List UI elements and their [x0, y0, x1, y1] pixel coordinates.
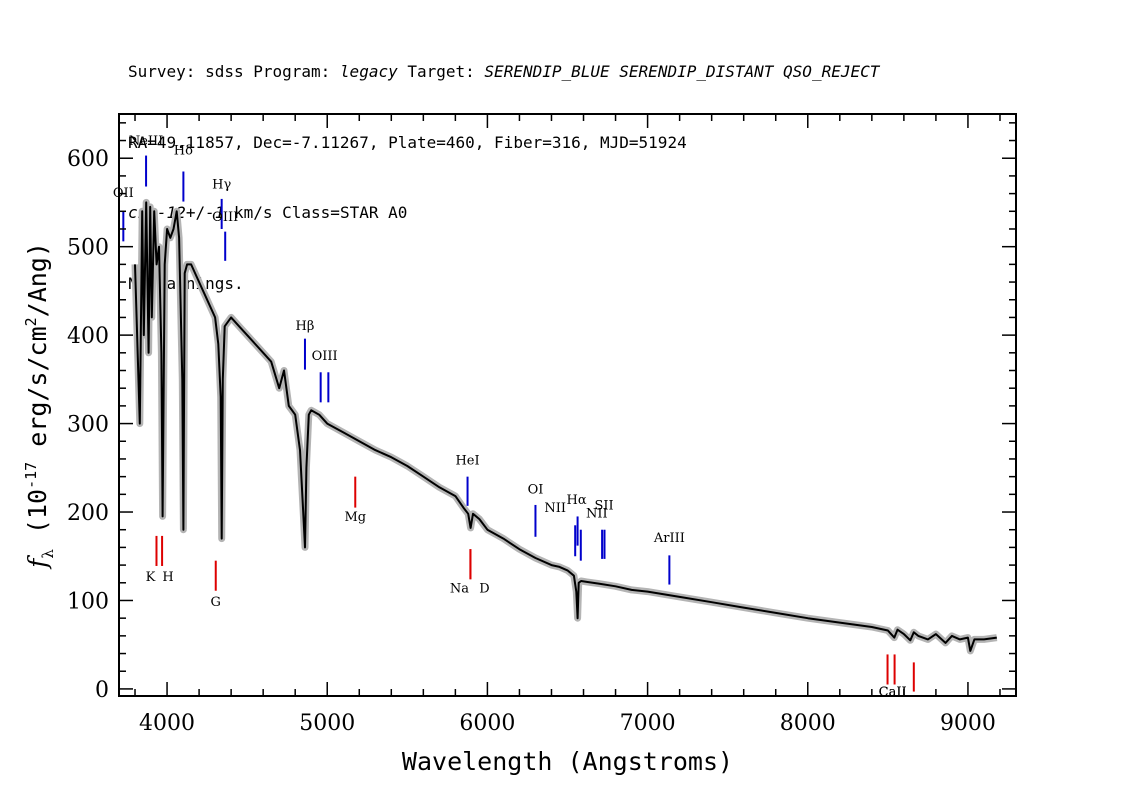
x-tick-label: 5000 [299, 711, 355, 736]
y-axis-subscript: λ [39, 549, 57, 559]
emission-label-hei-8: HeI [455, 453, 479, 468]
y-tick-label: 300 [67, 413, 109, 438]
y-axis-units-a: (10 [23, 489, 52, 549]
y-tick-label: 100 [67, 589, 109, 614]
emission-label-oiii-6: OIII [312, 349, 338, 364]
y-axis-units-c: /Ang) [23, 242, 52, 317]
emission-label-neiii-1: NeIII [129, 134, 163, 149]
x-axis-title: Wavelength (Angstroms) [402, 747, 733, 776]
x-tick-label: 6000 [459, 711, 515, 736]
x-tick-label: 8000 [780, 711, 836, 736]
x-tick-label: 7000 [620, 711, 676, 736]
x-tick-label: 4000 [139, 711, 195, 736]
emission-label-hα-11: Hα [567, 493, 587, 508]
y-axis-exponent: -17 [22, 462, 40, 489]
absorption-label-k-0: K [146, 570, 156, 585]
emission-label-nii-10: NII [544, 501, 566, 516]
y-axis-title: fλ (10-17 erg/s/cm2/Ang) [22, 242, 57, 570]
y-tick-label: 0 [95, 678, 109, 703]
y-axis-square: 2 [22, 317, 40, 326]
y-axis-title-text: fλ (10-17 erg/s/cm2/Ang) [22, 242, 57, 570]
emission-label-nii-12: NII [586, 506, 608, 521]
spectrum-header: Survey: sdss Program: legacy Target: SER… [128, 13, 879, 319]
emission-label-hδ-2: Hδ [174, 144, 193, 159]
spectrum-line [134, 201, 997, 652]
emission-label-hγ-3: Hγ [212, 177, 231, 192]
y-tick-label: 200 [67, 501, 109, 526]
emission-label-hβ-5: Hβ [296, 319, 315, 334]
absorption-label-mg-3: Mg [344, 510, 366, 525]
axis-ticks-layer [119, 114, 1016, 696]
error-band-layer [131, 198, 998, 655]
absorption-label-d-5: D [479, 582, 489, 597]
plot-frame [118, 113, 1017, 697]
absorption-label-caii-8: CaII [879, 685, 907, 700]
header-coordinates-line: RA=49.11857, Dec=-7.11267, Plate=460, Fi… [128, 132, 687, 152]
spectrum-layer [134, 201, 997, 652]
emission-label-ariii-15: ArIII [653, 531, 685, 546]
tick-labels-layer: 4000 5000 6000 7000 8000 9000 0 100 200 300 400 500… [67, 147, 996, 736]
emission-label-oi-9: OI [528, 482, 544, 497]
y-tick-label: 400 [67, 324, 109, 349]
spectrum-error-band [131, 198, 998, 655]
emission-label-oiii-4: OIII [212, 210, 238, 225]
y-axis-units-b: erg/s/cm [23, 326, 52, 461]
x-tick-label: 9000 [940, 711, 996, 736]
y-tick-label: 500 [67, 236, 109, 261]
y-tick-label: 600 [67, 147, 109, 172]
header-survey-line: Survey: sdss Program: legacy Target: SER… [128, 62, 880, 81]
y-axis-symbol: f [23, 555, 52, 570]
absorption-label-h-1: H [162, 570, 173, 585]
emission-label-sii-13: SII [595, 498, 614, 513]
absorption-label-g-2: G [211, 595, 221, 610]
header-classification-line: cz=-12+/-1 km/s Class=STAR A0 [128, 203, 408, 222]
absorption-label-na-4: Na [450, 582, 469, 597]
